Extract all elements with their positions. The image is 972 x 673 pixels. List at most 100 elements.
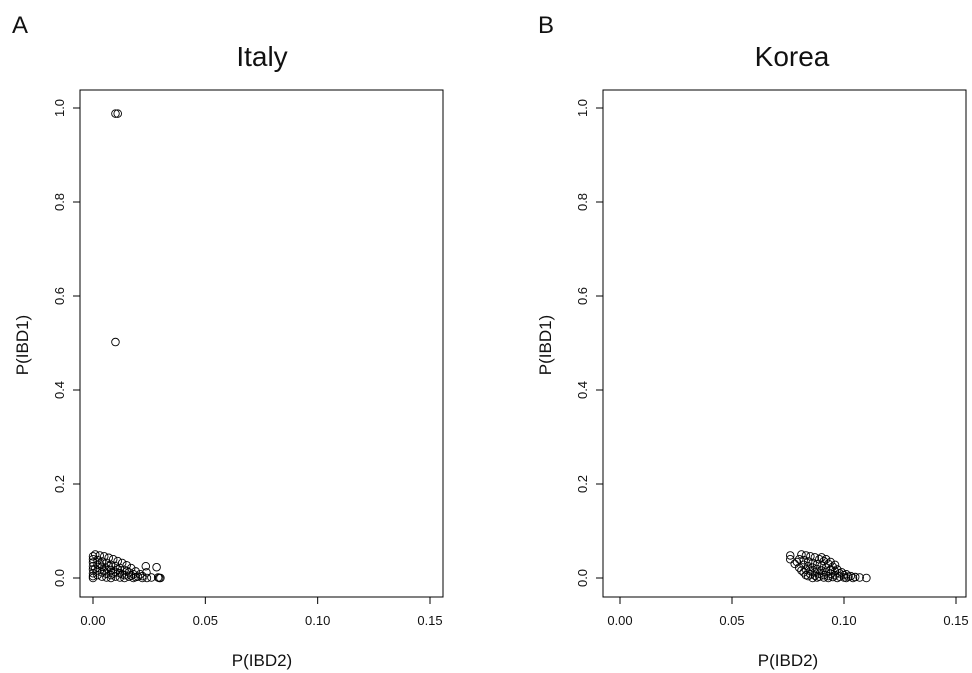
x-tick-label: 0.15 (417, 613, 442, 628)
data-point (88, 554, 98, 564)
y-tick-label: 0.2 (575, 475, 590, 493)
data-point (95, 551, 104, 560)
data-point (835, 569, 844, 578)
y-tick-label: 0.0 (575, 569, 590, 587)
data-point (797, 566, 806, 575)
data-point (821, 554, 831, 564)
chart-title-italy: Italy (236, 41, 287, 72)
data-point (826, 557, 835, 567)
data-point (104, 562, 113, 571)
data-point (835, 572, 844, 581)
data-point (147, 573, 156, 582)
data-point (817, 561, 826, 571)
data-point (111, 109, 120, 118)
data-point (812, 573, 822, 582)
data-point (785, 551, 795, 560)
y-tick-label: 0.4 (575, 381, 590, 399)
x-tick-label: 0.00 (607, 613, 632, 628)
y-tick-label: 0.6 (575, 287, 590, 305)
data-point (808, 558, 817, 568)
data-point (90, 564, 100, 573)
data-point (841, 573, 851, 583)
data-point (817, 553, 826, 562)
y-axis-label-italy: P(IBD1) (13, 315, 32, 375)
data-point (126, 571, 136, 580)
y-axis-label-korea: P(IBD1) (536, 315, 555, 375)
y-tick-label: 0.6 (52, 287, 67, 305)
chart-title-korea: Korea (755, 41, 830, 72)
data-point (117, 569, 127, 579)
x-axis-label-korea: P(IBD2) (758, 651, 818, 670)
data-point (88, 558, 98, 567)
data-point (88, 573, 98, 583)
y-tick-label: 0.8 (52, 193, 67, 211)
data-point (106, 573, 116, 583)
data-point (141, 562, 151, 571)
data-point (99, 566, 109, 576)
data-point (862, 573, 871, 583)
y-axis-italy: 0.0 0.2 0.4 0.6 0.8 1.0 (52, 99, 81, 587)
x-axis-korea: 0.00 0.05 0.10 0.15 (607, 596, 969, 628)
data-point (122, 566, 131, 576)
plot-frame-korea (602, 89, 967, 598)
y-axis-korea: 0.0 0.2 0.4 0.6 0.8 1.0 (575, 99, 604, 587)
data-point (138, 573, 147, 583)
x-tick-label: 0.05 (719, 613, 744, 628)
data-point (113, 565, 122, 574)
x-tick-label: 0.10 (831, 613, 856, 628)
y-tick-label: 1.0 (52, 99, 67, 117)
data-point (812, 560, 822, 569)
data-point (106, 570, 116, 580)
data-point (142, 573, 152, 583)
x-axis-label-italy: P(IBD2) (232, 651, 292, 670)
data-point (129, 569, 138, 579)
data-point (97, 568, 107, 577)
data-point (95, 559, 104, 569)
data-point (810, 568, 820, 577)
data-point (90, 550, 100, 559)
data-point (844, 572, 853, 581)
data-point (848, 573, 858, 583)
points-italy (88, 109, 165, 583)
data-point (797, 550, 806, 559)
data-point (821, 563, 831, 572)
data-point (799, 555, 808, 565)
points-korea (785, 550, 871, 583)
data-point (152, 562, 161, 572)
y-tick-label: 0.4 (52, 381, 67, 399)
panel-letter-b: B (538, 12, 554, 39)
data-point (113, 109, 122, 118)
y-tick-label: 0.0 (52, 569, 67, 587)
data-point (131, 572, 140, 582)
data-point (88, 569, 98, 578)
data-point (819, 573, 829, 582)
data-point (97, 557, 107, 566)
data-point (828, 572, 838, 582)
data-point (792, 557, 802, 567)
panel-letter-a: A (12, 12, 28, 39)
x-axis-italy: 0.00 0.05 0.10 0.15 (80, 596, 443, 628)
data-point (97, 572, 107, 581)
data-point (801, 570, 811, 580)
data-point (855, 573, 864, 582)
y-tick-label: 0.2 (52, 475, 67, 493)
x-tick-label: 0.05 (193, 613, 218, 628)
data-point (794, 563, 804, 572)
x-tick-label: 0.00 (80, 613, 105, 628)
panel-korea: B Korea 0.00 0.05 0.10 0.15 0.0 0.2 0.4 0.6 0.8… (536, 12, 969, 670)
data-point (833, 573, 842, 583)
data-point (803, 557, 813, 566)
y-tick-label: 0.8 (575, 193, 590, 211)
data-point (794, 554, 804, 564)
x-tick-label: 0.10 (305, 613, 330, 628)
plot-frame-italy (79, 89, 444, 598)
data-point (111, 337, 120, 347)
x-tick-label: 0.15 (943, 613, 968, 628)
data-point (830, 560, 840, 570)
data-point (824, 573, 833, 583)
y-tick-label: 1.0 (575, 99, 590, 117)
data-point (102, 569, 111, 579)
panel-italy: A Italy 0.00 0.05 0.10 0.15 0.0 0.2 0.4 0.6 0.8… (12, 12, 444, 670)
data-point (801, 551, 811, 560)
